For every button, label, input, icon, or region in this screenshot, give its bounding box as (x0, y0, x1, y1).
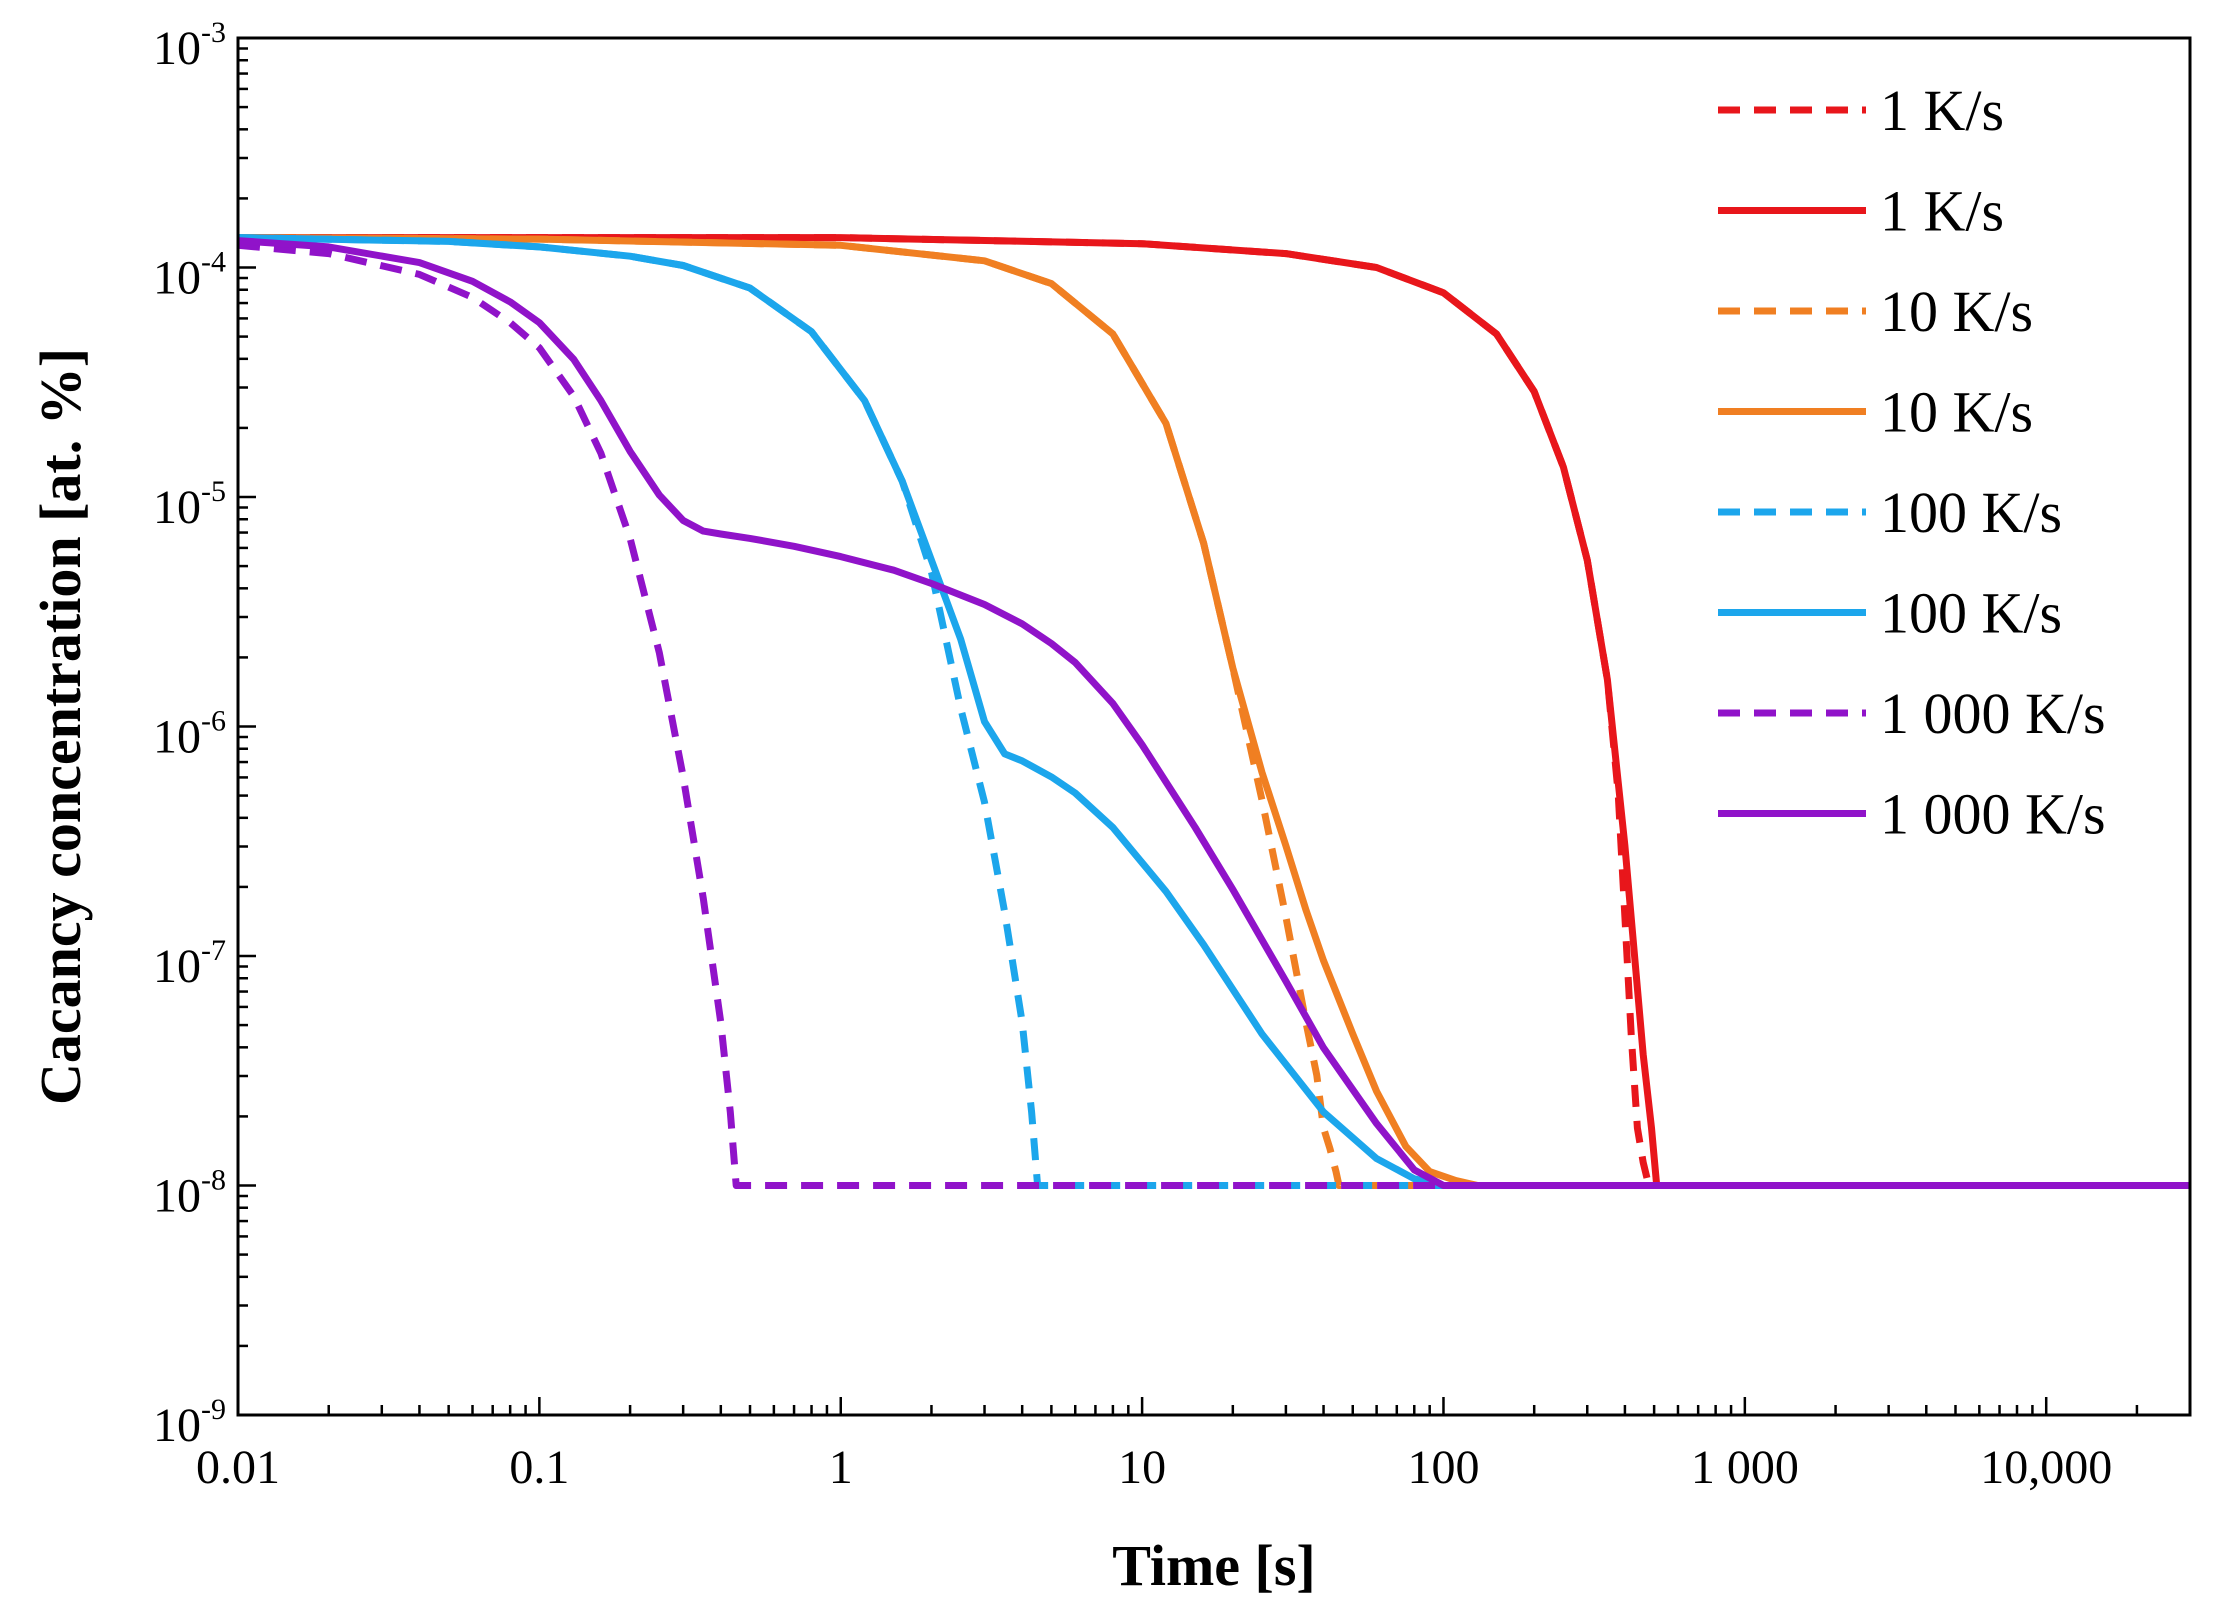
y-tick-exponent: -4 (201, 246, 226, 279)
data-lines (237, 234, 2190, 1189)
legend-label-2: 10 K/s (1880, 279, 2033, 344)
y-tick-exponent: -6 (201, 705, 226, 738)
x-tick-label: 1 (829, 1441, 853, 1494)
x-tick-label: 0.01 (196, 1441, 280, 1494)
y-tick-label: 10-3 (153, 16, 226, 75)
legend-label-4: 100 K/s (1880, 480, 2062, 545)
y-tick-exponent: -3 (201, 16, 226, 49)
x-tick-label: 1 000 (1691, 1441, 1799, 1494)
legend-label-5: 100 K/s (1880, 581, 2062, 646)
x-tick-label: 0.1 (509, 1441, 569, 1494)
x-tick-label: 10,000 (1980, 1441, 2112, 1494)
x-tick-labels: 0.01 0.1 1 10 100 1 000 10,000 (196, 1441, 2112, 1494)
y-tick-base: 10 (153, 940, 201, 993)
y-tick-label: 10-9 (153, 1393, 226, 1452)
y-tick-exponent: -9 (201, 1393, 226, 1426)
legend-label-3: 10 K/s (1880, 380, 2033, 445)
legend-label-1: 1 K/s (1880, 179, 2004, 244)
series-line-3 (237, 234, 2190, 1189)
y-axis-title: Cacancy concentration [at. %] (28, 348, 93, 1105)
y-tick-label: 10-8 (153, 1164, 226, 1223)
legend: 1 K/s 1 K/s 10 K/s 10 K/s 100 K/s 100 K/s 1 00… (1718, 78, 2106, 847)
y-tick-base: 10 (153, 22, 201, 75)
y-tick-labels: 10-310-410-510-610-710-810-9 (153, 16, 226, 1452)
y-tick-exponent: -7 (201, 934, 226, 967)
legend-label-7: 1 000 K/s (1880, 782, 2106, 847)
y-tick-exponent: -5 (201, 475, 226, 508)
y-tick-label: 10-6 (153, 705, 226, 764)
y-tick-exponent: -8 (201, 1164, 226, 1197)
series-line-7 (237, 237, 2190, 1189)
y-tick-base: 10 (153, 1170, 201, 1223)
y-tick-base: 10 (153, 252, 201, 305)
axis-ticks (236, 36, 2192, 1417)
legend-label-6: 1 000 K/s (1880, 681, 2106, 746)
y-tick-base: 10 (153, 481, 201, 534)
y-tick-label: 10-5 (153, 475, 226, 534)
y-tick-label: 10-4 (153, 246, 226, 305)
series-line-1 (238, 234, 2190, 1189)
y-tick-base: 10 (153, 711, 201, 764)
x-tick-label: 100 (1407, 1441, 1479, 1494)
legend-label-0: 1 K/s (1880, 78, 2004, 143)
x-axis-title: Time [s] (1112, 1533, 1316, 1598)
y-tick-label: 10-7 (153, 934, 226, 993)
series-line-5 (237, 234, 2190, 1189)
x-tick-label: 10 (1118, 1441, 1166, 1494)
y-tick-base: 10 (153, 1399, 201, 1452)
